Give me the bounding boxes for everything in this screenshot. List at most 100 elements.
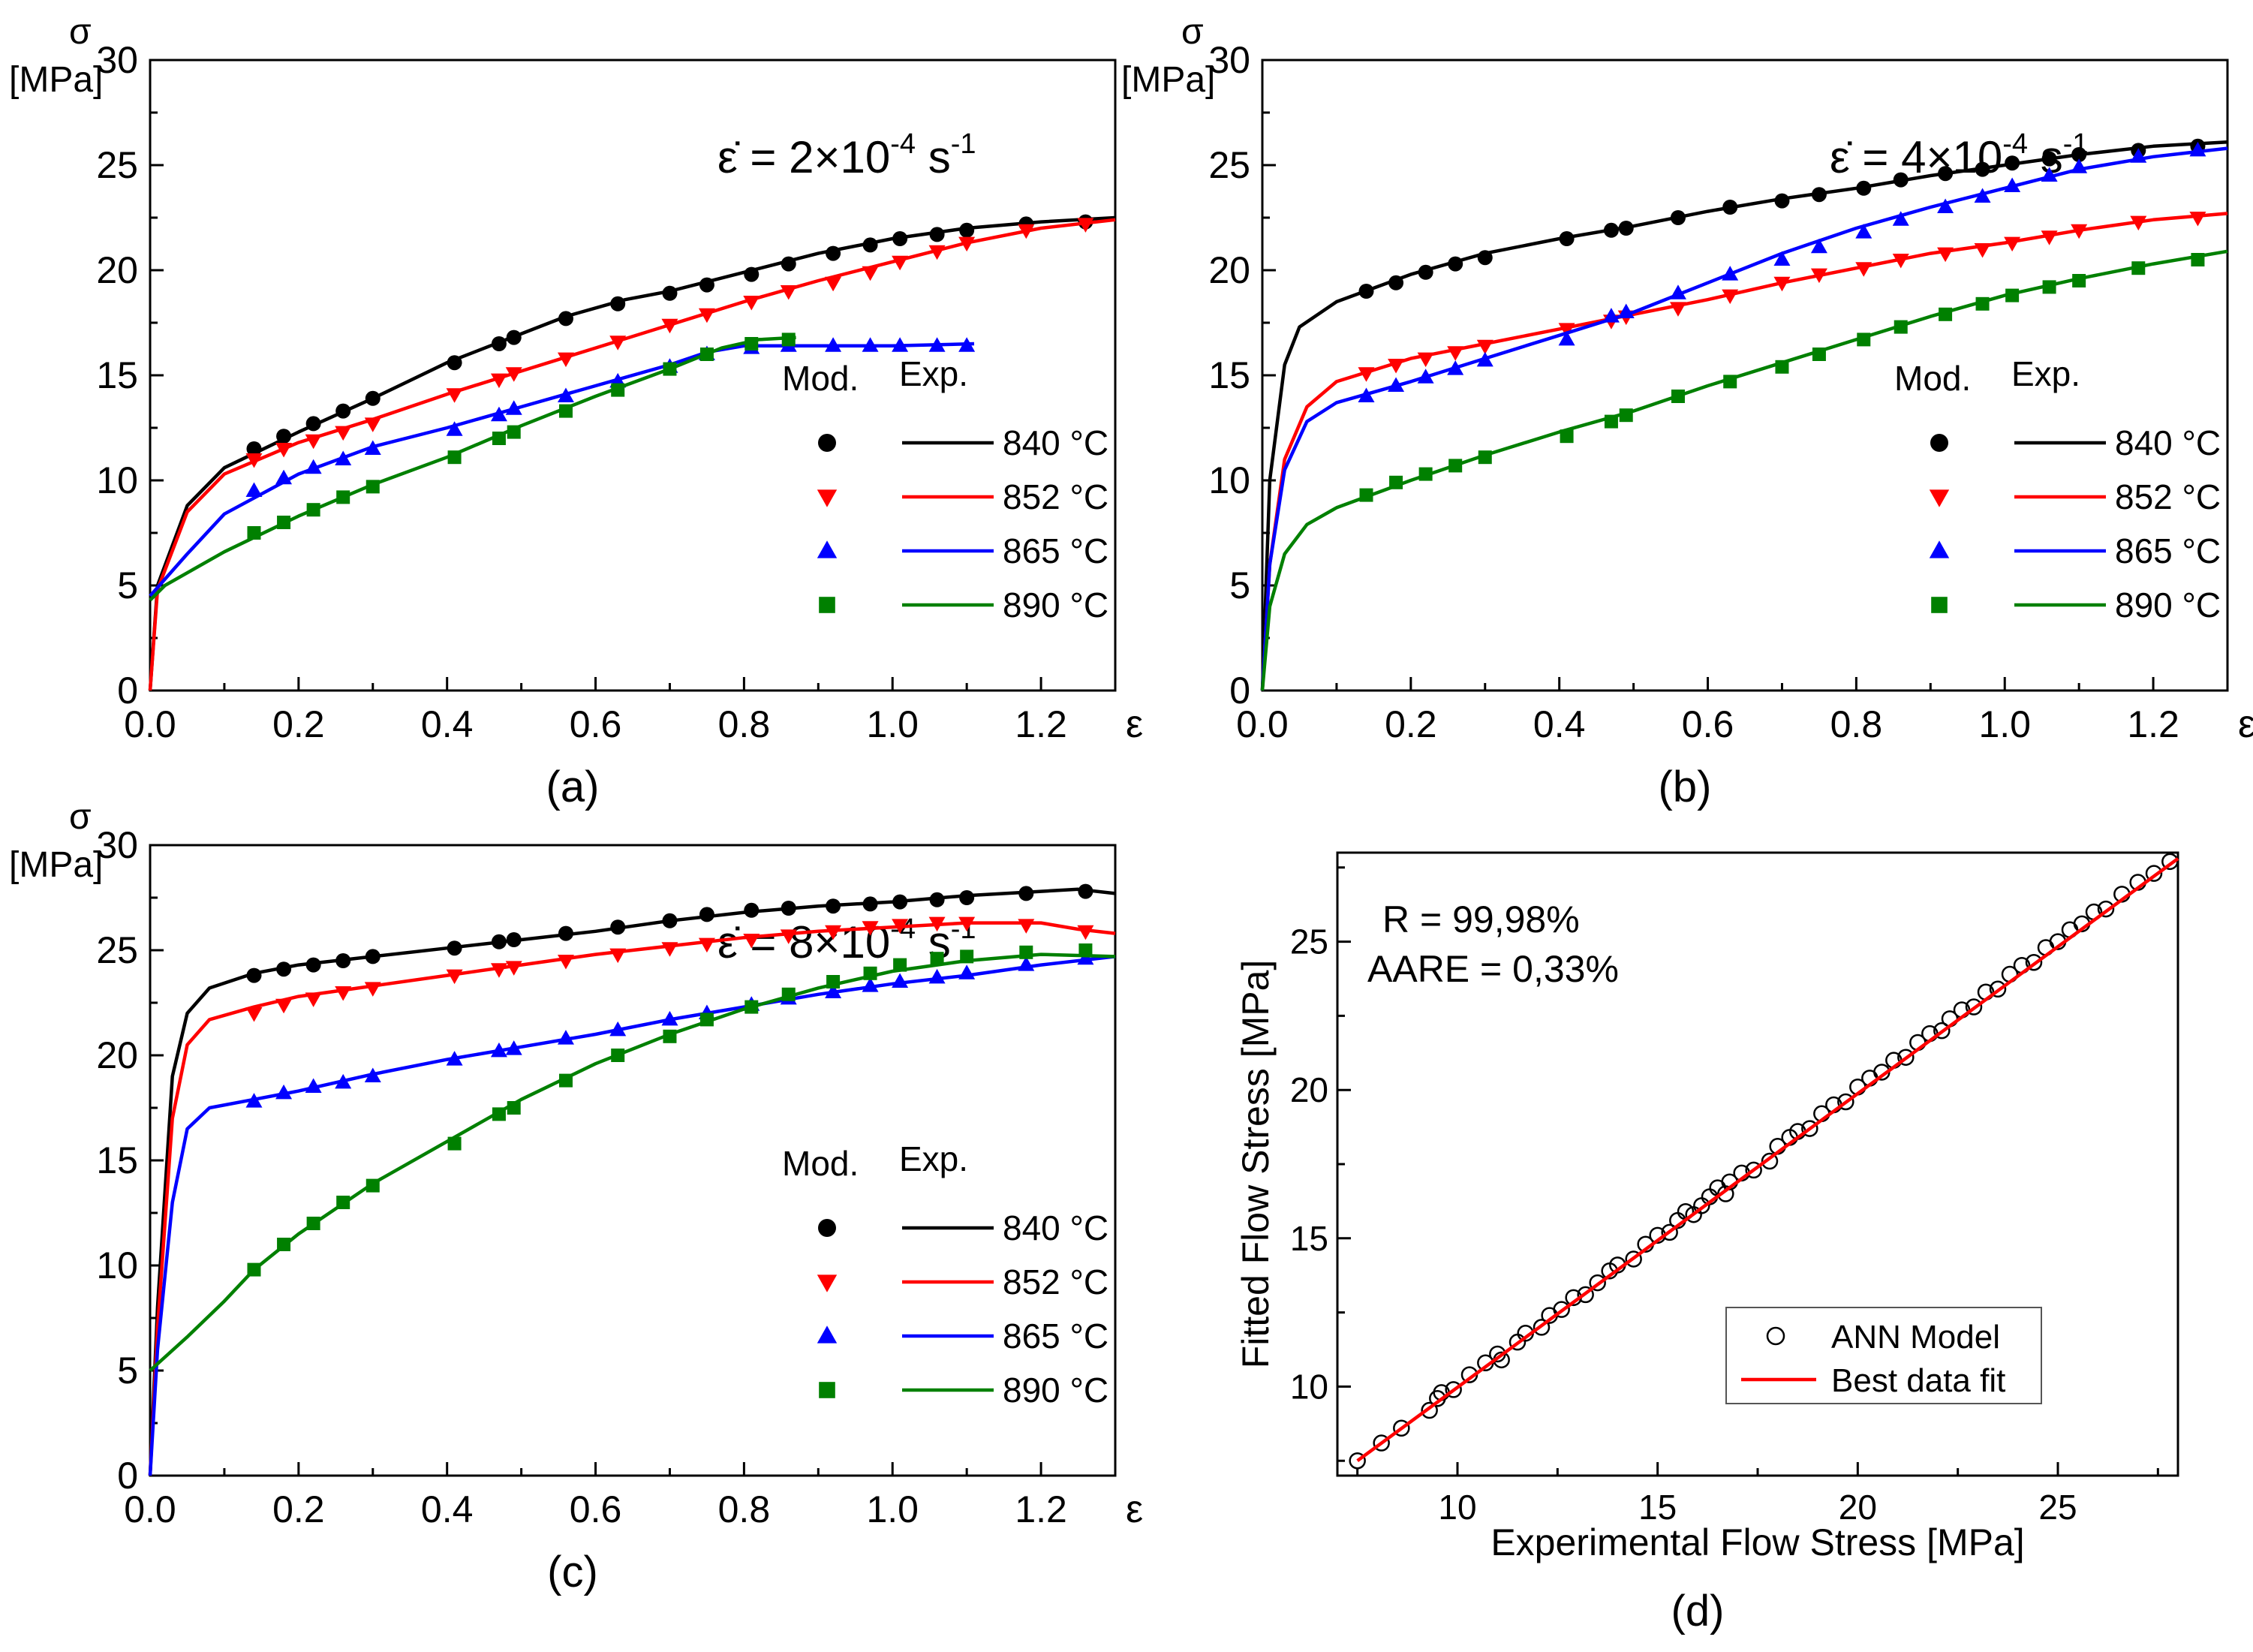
exp-point-840: [276, 429, 292, 444]
exp-point-865: [1358, 387, 1375, 402]
legend-temp: 890: [1003, 585, 1070, 624]
model-curve-865: [148, 955, 1116, 1476]
exp-point-840: [246, 441, 262, 456]
x-tick-label: 15: [1638, 1488, 1677, 1527]
exp-point-865: [1558, 330, 1575, 346]
legend-unit: °C: [2182, 531, 2221, 570]
exp-point-840: [699, 277, 714, 293]
exp-point-890: [365, 1178, 380, 1193]
y-tick-label: 20: [96, 1034, 138, 1076]
x-tick-label: 0.0: [124, 1488, 176, 1530]
exp-point-865: [892, 973, 909, 988]
exp-point-840: [781, 256, 796, 272]
legend-unit: °C: [1070, 1262, 1109, 1301]
legend-temp: 890: [2115, 585, 2182, 624]
legend-label-890: 890 °C: [1003, 1371, 1108, 1410]
legend-header-mod: Mod.: [1894, 359, 1971, 398]
exp-point-852: [245, 453, 263, 468]
exp-point-840: [744, 266, 760, 282]
exp-point-840: [1938, 166, 1954, 182]
exp-point-865: [305, 459, 322, 474]
legend-unit: °C: [1070, 423, 1109, 462]
model-curve-890: [149, 952, 1116, 1372]
exp-point-890: [447, 1136, 462, 1151]
exp-point-890: [1359, 488, 1373, 502]
x-tick-label: 0.2: [272, 703, 325, 745]
exp-point-840: [365, 390, 381, 406]
exp-point-865: [2004, 177, 2021, 192]
exp-point-890: [558, 404, 573, 418]
exp-point-852: [958, 236, 976, 252]
legend-unit: °C: [2182, 423, 2221, 462]
ann-model-point: [2097, 900, 2115, 918]
exp-point-852: [609, 336, 627, 351]
y-tick-label: 10: [96, 459, 138, 501]
model-curve-852: [148, 921, 1116, 1476]
legend-marker-890: [819, 597, 835, 613]
x-axis-label: ε: [1126, 1488, 1143, 1531]
exp-point-890: [699, 1013, 714, 1027]
exp-point-840: [2041, 151, 2057, 167]
exp-point-852: [1018, 919, 1035, 934]
legend-unit: °C: [1070, 585, 1109, 624]
legend-label-865: 865 °C: [1003, 531, 1108, 570]
y-tick-label: 25: [96, 144, 138, 186]
exp-point-852: [780, 929, 797, 944]
rate-exponent: -4: [890, 913, 916, 945]
panel-a: 0.0 0.2 0.4 0.6 0.8 1.0 1.2 0 5 10 15 20 25 30σ [MPa] ε…: [9, 12, 1143, 811]
x-tick-label: 0.4: [421, 1488, 474, 1530]
exp-point-865: [661, 1010, 678, 1026]
exp-point-865: [2071, 158, 2088, 173]
model-curve-865: [1260, 146, 2228, 691]
ann-model-point: [1897, 1049, 1915, 1066]
exp-point-852: [1855, 262, 1872, 277]
exp-point-840: [959, 222, 975, 238]
y-axis-symbol: σ: [1181, 12, 1204, 52]
ann-model-point: [1965, 998, 1983, 1016]
exp-point-840: [744, 902, 760, 918]
exp-point-852: [245, 1007, 263, 1022]
exp-point-890: [781, 333, 796, 347]
exp-point-852: [661, 318, 678, 334]
legend-marker-ann: [1766, 1326, 1785, 1346]
exp-point-852: [2041, 230, 2058, 245]
ann-model-point: [1745, 1161, 1762, 1179]
y-tick-label: 5: [117, 564, 138, 606]
exp-point-890: [744, 337, 759, 351]
exp-point-890: [826, 975, 841, 988]
exp-point-890: [930, 952, 944, 966]
x-tick-label: 1.0: [866, 1488, 919, 1530]
exp-point-852: [1447, 346, 1464, 361]
exp-point-852: [364, 417, 381, 432]
exp-point-865: [1476, 351, 1493, 367]
legend-temp: 840: [1003, 423, 1070, 462]
x-tick-label: 0.4: [1533, 703, 1586, 745]
y-axis-symbol: σ: [69, 797, 92, 837]
y-tick-label: 30: [1208, 39, 1250, 81]
legend-label-852: 852 °C: [1003, 477, 1108, 516]
exp-point-890: [1418, 467, 1433, 481]
rate-exponent: -4: [890, 128, 916, 160]
rate-prefix: ε̇ = 4×10: [1830, 132, 2002, 182]
exp-point-852: [1388, 359, 1405, 374]
y-axis-label: Fitted Flow Stress [MPa]: [1235, 960, 1277, 1369]
y-tick-label: 25: [1208, 144, 1250, 186]
exp-point-890: [1939, 307, 1953, 321]
exp-point-852: [1476, 339, 1493, 355]
legend-header-exp: Exp.: [2011, 354, 2080, 393]
exp-point-840: [447, 940, 462, 956]
exp-point-865: [505, 400, 522, 415]
y-tick-label: 15: [96, 354, 138, 396]
model-curve-840: [1260, 140, 2228, 691]
exp-point-840: [1618, 221, 1634, 236]
exp-point-852: [1722, 289, 1739, 305]
legend-label-fit: Best data fit: [1831, 1362, 2005, 1399]
exp-point-865: [862, 337, 879, 352]
model-curve-852: [148, 218, 1116, 691]
exp-point-852: [1358, 367, 1375, 382]
exp-point-852: [490, 963, 507, 978]
y-tick-label: 5: [1229, 564, 1250, 606]
ann-model-point: [1589, 1274, 1606, 1292]
x-tick-label: 1.2: [2127, 703, 2179, 745]
exp-point-890: [663, 1029, 677, 1043]
